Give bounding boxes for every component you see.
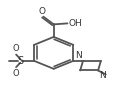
Text: N: N (99, 71, 106, 80)
Text: S: S (17, 56, 23, 66)
Text: O: O (12, 69, 19, 78)
Text: O: O (39, 7, 45, 16)
Text: OH: OH (68, 19, 82, 28)
Text: N: N (75, 51, 82, 60)
Text: O: O (12, 44, 19, 53)
